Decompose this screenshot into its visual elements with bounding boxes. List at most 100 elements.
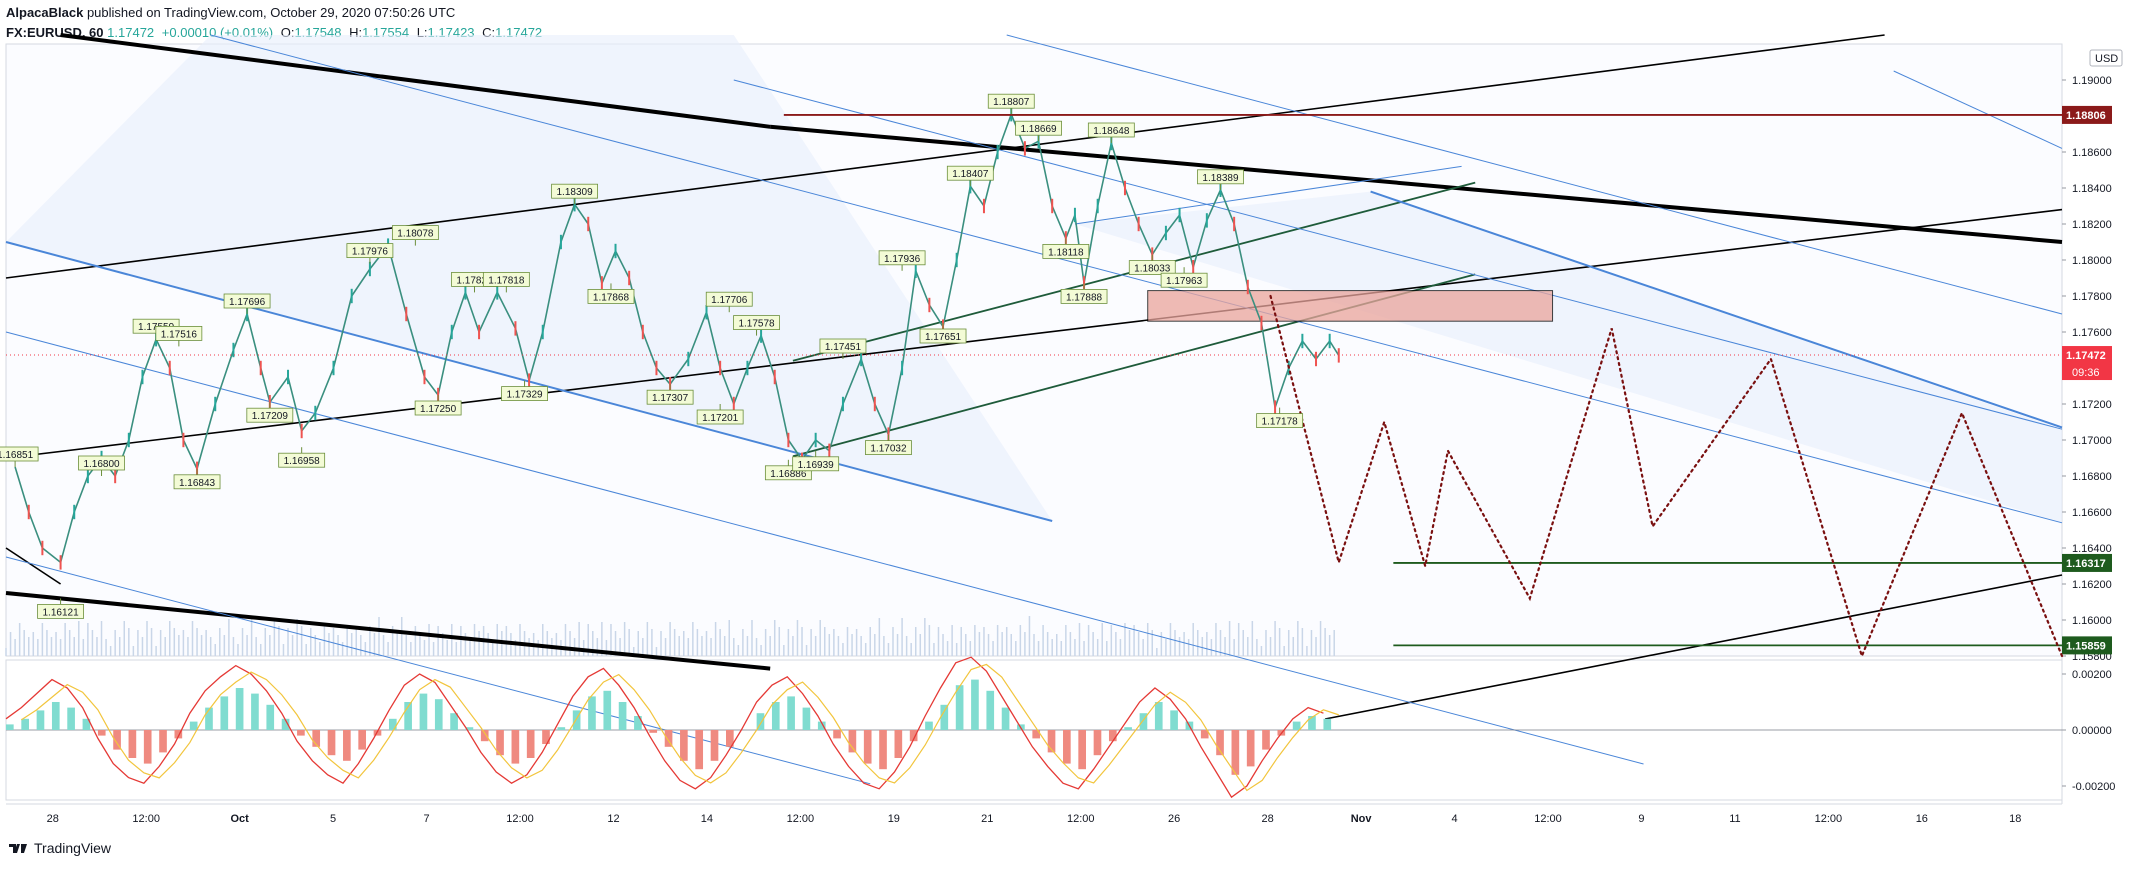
oscillator-bar [1047,730,1056,753]
trendline [5,547,62,585]
trendline [1074,165,1462,225]
price-label-box [646,389,694,405]
x-tick-label: 12:00 [787,813,815,825]
price-label-text: 1.17976 [352,247,389,258]
price-label-text: 1.17888 [1066,292,1103,303]
price-label-text: 1.17307 [652,393,689,404]
oscillator-bar [1170,710,1178,730]
trendline [5,208,2063,459]
oscillator-bar [343,730,351,761]
price-label-box [346,243,394,259]
oscillator-bar [51,702,60,730]
oscillator-bar [833,730,841,739]
trendline [5,34,1885,279]
oscillator-bar [404,702,412,730]
oscillator-bar [297,730,305,736]
price-label-text: 1.18078 [397,229,434,240]
price-label-text: 1.17201 [702,413,739,424]
price-label-box [78,455,125,471]
oscillator-bar [879,730,887,770]
price-label-box [0,446,39,462]
oscillator-bar [1323,718,1332,730]
price-label-text: 1.17706 [711,295,748,306]
oscillator-bar [1216,730,1224,756]
oscillator-bar [710,730,719,761]
price-label-box [1042,243,1090,259]
x-tick-label: 18 [2009,813,2021,825]
oscillator-bar [572,710,581,730]
oscillator-bar [480,730,489,742]
price-label-text: 1.16843 [179,478,216,489]
price-label-text: 1.18389 [1202,173,1239,184]
price-label-box [1197,169,1244,185]
price-label-box [37,604,84,619]
oscillator-bar [128,730,137,758]
price-label-text: 1.17329 [506,390,543,401]
oscillator-bar [189,721,198,730]
level-tag [2062,553,2112,572]
oscillator-bar [235,688,244,730]
y-tick-label: 1.16000 [2072,615,2112,627]
price-label-text: 1.18669 [1020,124,1057,135]
price-label-box [1060,288,1108,304]
level-tag-label: 1.16317 [2066,558,2106,570]
last-price: 1.17472 [107,25,155,40]
oscillator-bar [557,727,566,730]
price-label-text: 1.17250 [420,404,457,415]
oscillator-bar [113,730,121,750]
oscillator-bar [680,730,688,761]
currency-label: USD [2095,53,2118,65]
x-tick-label: 14 [701,813,713,825]
price-label-text: 1.18807 [993,97,1030,108]
publisher-name[interactable]: AlpacaBlack [6,5,84,20]
x-tick-label: 19 [888,813,900,825]
oscillator-bar [220,696,229,730]
oscillator-bar [1200,730,1209,739]
x-tick-label: 12:00 [1815,813,1843,825]
oscillator-line-slow [20,663,1339,792]
oscillator-bar [526,730,535,758]
price-label-box [1128,260,1176,276]
oscillator-bar [971,679,979,730]
oscillator-bar [1292,721,1301,730]
price-label-box [1160,272,1208,288]
trendline [733,79,2063,430]
price-label-box [1256,413,1304,429]
trendline [5,591,771,671]
y-tick-label: 1.18000 [2072,255,2112,267]
oscillator-bar [1001,707,1010,730]
price-label-box [173,474,221,490]
x-tick-label: 4 [1451,813,1457,825]
price-label-text: 1.17578 [738,319,775,330]
trendline [1370,190,2063,429]
current-price-tag [2062,346,2112,381]
price-label-box [792,456,840,472]
price-label-text: 1.16121 [43,607,80,618]
price-label-box [987,93,1035,109]
oscillator-bar [940,704,949,730]
oscillator-bar [1262,730,1270,750]
oscillator-tick-label: 0.00000 [2072,725,2112,737]
trendline [1324,574,2063,720]
oscillator-bar [281,718,290,730]
x-tick-label: 26 [1168,813,1180,825]
oscillator-bar [312,730,321,747]
oscillator-bar [143,730,152,764]
oscillator-bar [1063,730,1071,764]
oscillator-bar [465,727,474,730]
oscillator-bar [909,730,918,742]
price-label-box [414,400,462,416]
footer: TradingView [8,840,111,856]
oscillator-bar [67,707,75,730]
oscillator-bar [863,730,872,764]
footer-brand[interactable]: TradingView [34,840,112,856]
y-tick-label: 1.18200 [2072,219,2112,231]
oscillator-bar [1139,713,1148,730]
y-tick-label: 1.16600 [2072,507,2112,519]
price-label-text: 1.18033 [1134,264,1171,275]
price-label-text: 1.16958 [284,456,321,467]
oscillator-bar [159,730,167,753]
oscillator-bar [771,702,780,730]
price-label-text: 1.16851 [0,450,34,461]
